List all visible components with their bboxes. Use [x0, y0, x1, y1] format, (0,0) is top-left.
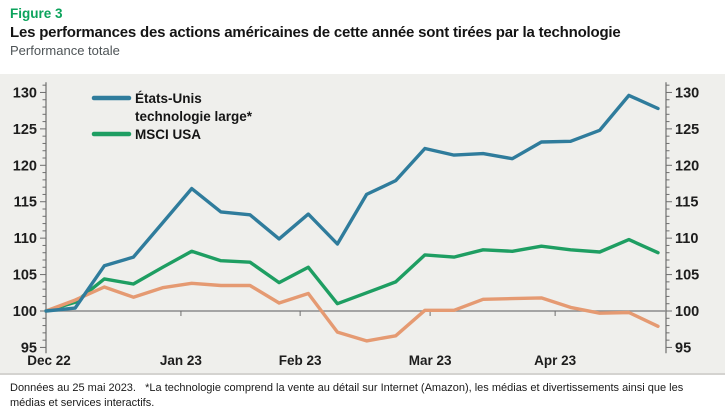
figure-label: Figure 3: [10, 6, 63, 21]
y-tick-label: 110: [14, 231, 37, 247]
x-tick-label: Apr 23: [534, 353, 577, 368]
figure-header: Figure 3 Les performances des actions am…: [10, 6, 715, 58]
series-line-us-tech: [44, 93, 660, 313]
y-tick-label: 125: [13, 122, 37, 138]
x-tick-label: Dec 22: [27, 353, 71, 368]
y-tick-label: 130: [675, 85, 699, 101]
y-tick-label: 125: [675, 122, 699, 138]
y-tick-label: 95: [21, 340, 37, 356]
y-tick-label: 100: [13, 304, 37, 320]
legend-label-0: technologie large*: [135, 109, 253, 124]
chart-subtitle: Performance totale: [10, 43, 120, 58]
y-tick-label: 100: [675, 304, 699, 320]
y-tick-label: 120: [13, 158, 37, 174]
x-tick-label: Feb 23: [279, 353, 322, 368]
legend-label-0: États-Unis: [135, 91, 202, 106]
y-tick-label: 95: [675, 340, 691, 356]
x-tick-label: Mar 23: [409, 353, 452, 368]
y-tick-label: 115: [675, 195, 698, 211]
y-tick-label: 115: [14, 195, 37, 211]
footnote: Données au 25 mai 2023. *La technologie …: [10, 382, 687, 410]
line-chart: 95 100 105 110 115 120 125 130 95 100 105 110 115 120…: [13, 82, 699, 368]
chart-title: Les performances des actions américaines…: [10, 24, 621, 41]
series-line-msci-usa: [44, 237, 660, 313]
y-tick-label: 110: [675, 231, 698, 247]
chart-area: 95 100 105 110 115 120 125 130 95 100 105 110 115 120…: [0, 74, 725, 375]
y-tick-label: 120: [675, 158, 699, 174]
x-tick-label: Jan 23: [160, 353, 203, 368]
series-line-unlabeled: [44, 281, 660, 343]
y-tick-label: 105: [675, 268, 699, 284]
y-tick-label: 130: [13, 85, 37, 101]
legend-label-1: MSCI USA: [135, 127, 201, 142]
y-tick-label: 105: [13, 268, 37, 284]
